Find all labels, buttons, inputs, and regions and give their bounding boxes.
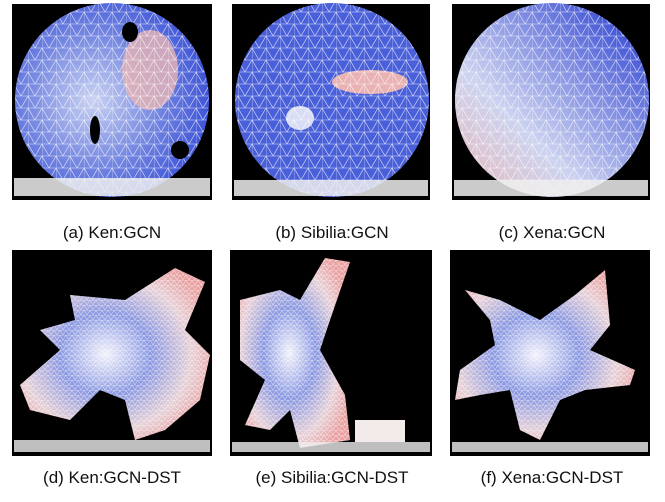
figure: (a) Ken:GCN (b) Sibilia:GCN (c) Xena:GCN (d… xyxy=(0,0,665,497)
image-d xyxy=(12,250,212,456)
caption: (a) Ken:GCN xyxy=(63,223,161,242)
image-c xyxy=(452,3,650,200)
caption: (b) Sibilia:GCN xyxy=(275,223,388,242)
image-b xyxy=(232,3,430,200)
image-e xyxy=(230,250,432,456)
caption: (c) Xena:GCN xyxy=(499,223,606,242)
image-a xyxy=(12,3,212,200)
caption: (d) Ken:GCN-DST xyxy=(43,468,181,487)
caption: (e) Sibilia:GCN-DST xyxy=(255,468,408,487)
image-f xyxy=(450,250,650,456)
caption: (f) Xena:GCN-DST xyxy=(481,468,624,487)
